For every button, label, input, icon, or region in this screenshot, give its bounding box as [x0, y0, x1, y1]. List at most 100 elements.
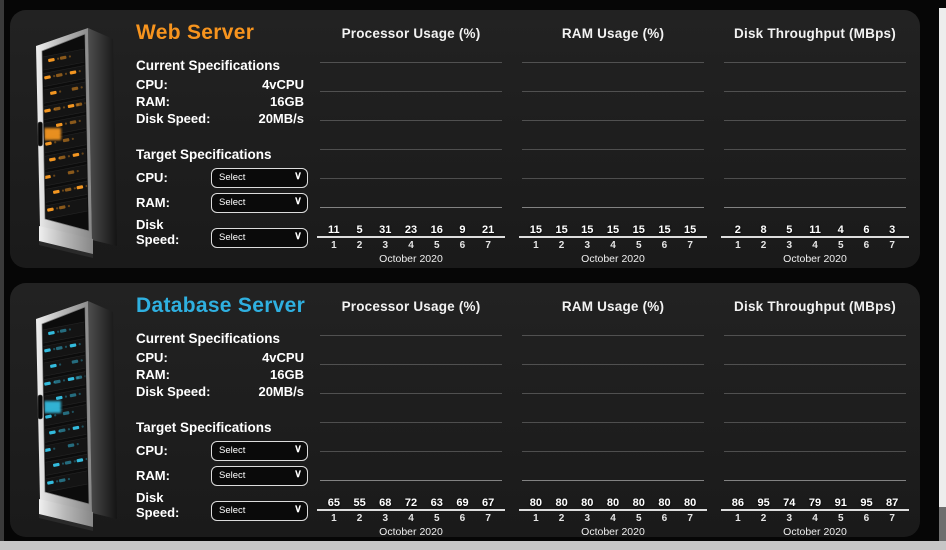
- cpu-select-wrap: Select ∨: [211, 167, 308, 188]
- axis-baseline: [721, 509, 909, 511]
- x-tick: 6: [661, 240, 668, 251]
- x-tick: 3: [584, 513, 591, 524]
- ram-usage-chart: RAM Usage (%) 15 15 15 15 15 15 15 1 2 3 4: [512, 10, 714, 268]
- gridline: [320, 62, 502, 63]
- gridline: [724, 178, 906, 180]
- ram-select-wrap: Select ∨: [211, 465, 308, 486]
- ram-select[interactable]: Select: [211, 465, 308, 486]
- bar-value-label: 80: [529, 497, 542, 509]
- x-tick: 6: [863, 513, 870, 524]
- x-tick: 5: [635, 240, 642, 251]
- x-tick: 1: [533, 513, 539, 524]
- server-name: Database Server: [136, 294, 306, 317]
- plot-area: 86 95 74 79 91 95 87: [721, 335, 909, 511]
- spec-row-ram: RAM: 16GB: [136, 367, 304, 384]
- window-bottom-edge: [0, 541, 946, 550]
- cpu-select[interactable]: Select: [211, 167, 308, 188]
- cpu-select[interactable]: Select: [211, 440, 308, 461]
- gridline: [522, 393, 704, 394]
- bar-slot: 95: [751, 497, 777, 510]
- x-ticks: 1 2 3 4 5 6 7: [522, 240, 704, 251]
- plot-area: 80 80 80 80 80 80 80: [519, 335, 707, 511]
- ram-select[interactable]: Select: [211, 192, 308, 213]
- scrollbar-track[interactable]: [939, 8, 946, 541]
- gridline: [320, 120, 502, 121]
- bar-value-label: 23: [404, 224, 418, 236]
- gridline: [522, 149, 704, 150]
- x-tick: 1: [735, 240, 741, 251]
- x-axis-label: October 2020: [581, 253, 645, 265]
- gridline: [724, 364, 906, 366]
- bar-value-label: 80: [632, 497, 645, 509]
- server-rack-image: [14, 289, 130, 535]
- server-rack-image: [14, 16, 130, 262]
- gridline: [320, 480, 502, 481]
- current-specs-list: CPU: 4vCPU RAM: 16GB Disk Speed: 20MB/s: [136, 77, 304, 128]
- x-tick: 6: [661, 513, 668, 524]
- plot-area: 15 15 15 15 15 15 15: [519, 62, 707, 238]
- bar-slot: 95: [854, 497, 880, 510]
- bar-slot: 3: [879, 224, 905, 237]
- spec-value: 20MB/s: [258, 384, 304, 399]
- x-tick: 5: [433, 513, 440, 524]
- bar-value-label: 80: [684, 497, 697, 509]
- bar-value-label: 21: [482, 224, 495, 236]
- target-row-cpu: CPU: Select ∨: [136, 440, 308, 461]
- x-axis-label: October 2020: [379, 253, 443, 265]
- bar-slot: 15: [652, 224, 678, 237]
- bar-value-label: 11: [809, 224, 821, 236]
- bar-slot: 91: [828, 497, 854, 510]
- bar-value-label: 5: [786, 224, 793, 236]
- target-specs-list: CPU: Select ∨ RAM: Select ∨ Disk Speed: …: [136, 167, 308, 252]
- bar-value-label: 74: [783, 497, 796, 509]
- bar-value-label: 80: [555, 497, 568, 509]
- target-label: Disk Speed:: [136, 217, 180, 247]
- current-specs-heading: Current Specifications: [136, 331, 281, 346]
- scrollbar-thumb[interactable]: [939, 507, 946, 541]
- bar-slot: 6: [854, 224, 880, 237]
- bar-value-label: 2: [734, 224, 741, 236]
- bars: 11 5 31 23 16 9 21: [320, 63, 502, 237]
- bar-slot: 15: [626, 224, 652, 237]
- disk-throughput-chart: Disk Throughput (MBps) 86 95 74 79 91 95…: [714, 283, 916, 538]
- bar-value-label: 79: [808, 497, 822, 509]
- cpu-select-wrap: Select ∨: [211, 440, 308, 461]
- gridline: [724, 422, 906, 423]
- chart-title: RAM Usage (%): [561, 26, 665, 41]
- bars: 65 55 68 72 63 69 67: [320, 336, 502, 510]
- target-row-disk-speed: Disk Speed: Select ∨: [136, 490, 308, 521]
- database-server-panel: Database Server Current Specifications C…: [10, 283, 920, 538]
- target-label: CPU:: [136, 169, 168, 185]
- x-tick: 1: [331, 513, 337, 524]
- x-tick: 6: [459, 513, 466, 524]
- bar-value-label: 15: [684, 224, 697, 236]
- target-row-ram: RAM: Select ∨: [136, 465, 308, 486]
- gridline: [522, 178, 704, 180]
- bar-slot: 79: [802, 497, 828, 510]
- x-tick: 2: [558, 513, 565, 524]
- bar-slot: 9: [450, 224, 476, 237]
- disk-speed-select[interactable]: Select: [211, 227, 308, 248]
- bar-value-label: 4: [837, 224, 844, 236]
- bar-slot: 2: [725, 224, 751, 237]
- bar-slot: 86: [725, 497, 751, 510]
- bar-value-label: 91: [834, 497, 847, 509]
- axis-baseline: [721, 236, 909, 238]
- bar-slot: 69: [450, 497, 476, 510]
- disk-speed-select-wrap: Select ∨: [211, 500, 308, 521]
- current-specs-heading: Current Specifications: [136, 58, 281, 73]
- bar-slot: 5: [776, 224, 802, 237]
- target-specs-heading: Target Specifications: [136, 147, 272, 162]
- bar-value-label: 80: [581, 497, 594, 509]
- charts-row: Processor Usage (%) 11 5 31 23 16 9 21: [310, 10, 916, 268]
- ram-select-wrap: Select ∨: [211, 192, 308, 213]
- gridline: [320, 91, 502, 93]
- bars: 86 95 74 79 91 95 87: [724, 336, 906, 510]
- processor-usage-chart: Processor Usage (%) 65 55 68 72 63 69 67: [310, 283, 512, 538]
- spec-label: CPU:: [136, 77, 168, 92]
- gridline: [724, 335, 906, 336]
- disk-speed-select[interactable]: Select: [211, 500, 308, 521]
- bars: 2 8 5 11 4 6 3: [724, 63, 906, 237]
- spec-label: RAM:: [136, 367, 170, 382]
- spec-row-cpu: CPU: 4vCPU: [136, 77, 304, 94]
